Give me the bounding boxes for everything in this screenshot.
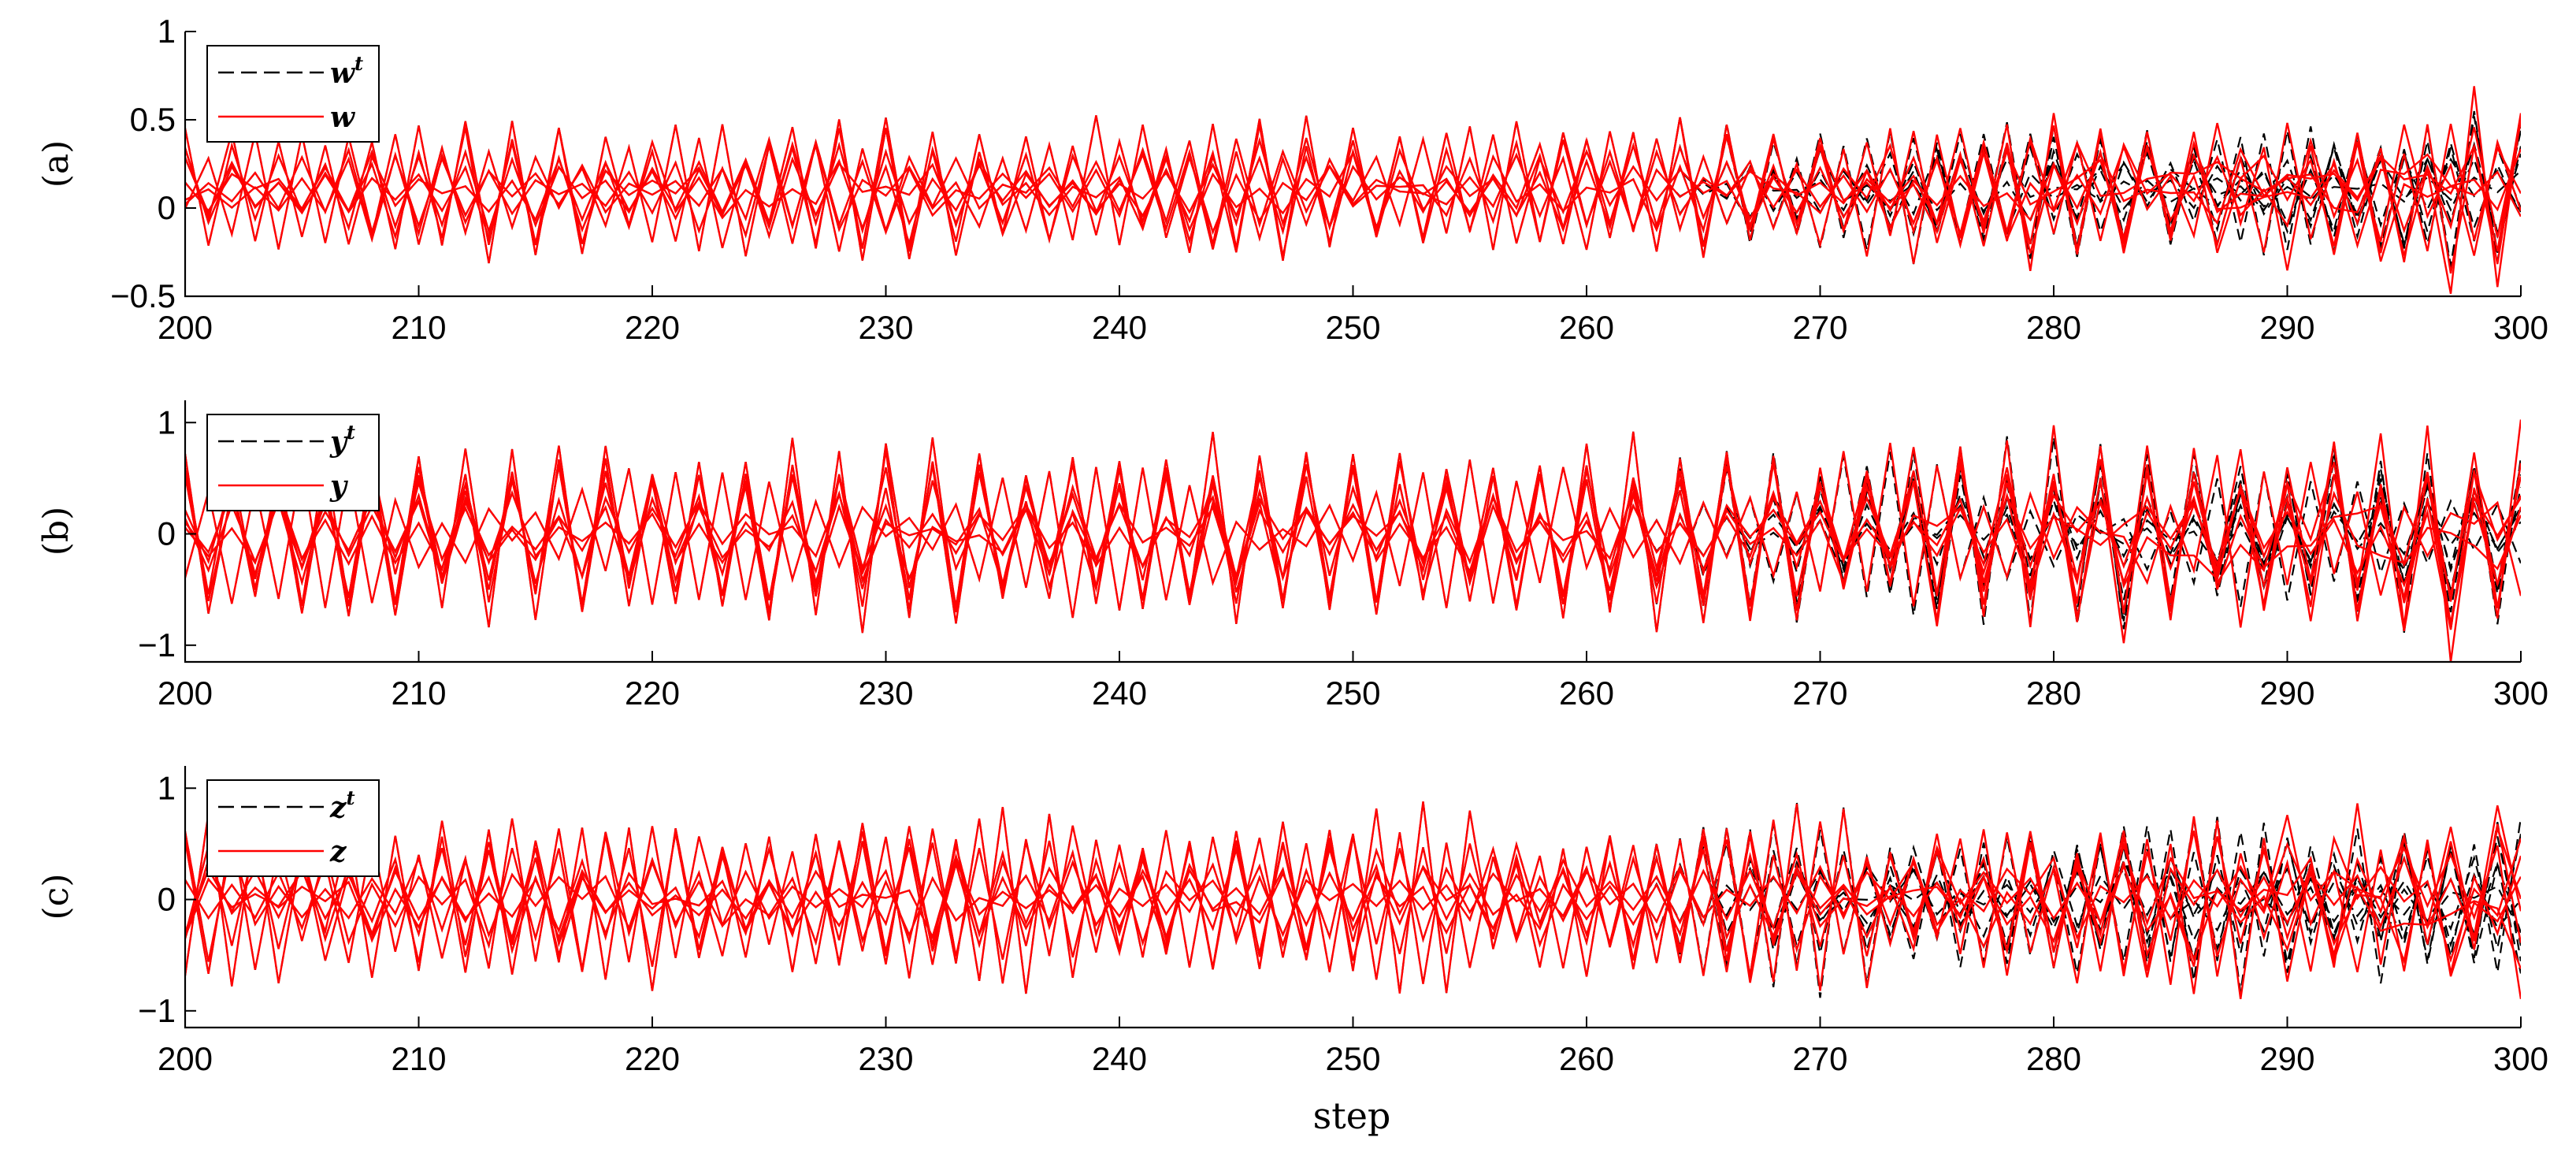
x-tick-label: 270	[1792, 309, 1847, 346]
legend: wtw	[206, 45, 380, 143]
x-tick-label: 210	[391, 309, 446, 346]
x-tick-label: 220	[625, 1040, 680, 1077]
x-tick-label: 200	[158, 309, 213, 346]
x-tick-label: 250	[1325, 309, 1380, 346]
x-tick-label: 200	[158, 1040, 213, 1077]
x-tick-label: 220	[625, 309, 680, 346]
y-tick-label: 1	[158, 13, 176, 50]
x-tick-label: 290	[2259, 1040, 2314, 1077]
axes	[184, 400, 2521, 663]
x-tick-label: 210	[391, 675, 446, 712]
x-tick-label: 290	[2259, 309, 2314, 346]
series-z-line-5	[185, 821, 2521, 978]
x-tick-label: 270	[1792, 675, 1847, 712]
x-tick-label: 280	[2026, 1040, 2081, 1077]
x-tick-label: 260	[1559, 309, 1614, 346]
series-y-line-7	[185, 442, 2521, 626]
x-tick-label: 220	[625, 675, 680, 712]
x-tick-label: 230	[858, 309, 913, 346]
series-z-line-3	[185, 801, 2521, 999]
x-tick-label: 250	[1325, 1040, 1380, 1077]
legend-label: z	[329, 835, 347, 868]
x-tick-label: 260	[1559, 675, 1614, 712]
y-tick-label: 1	[158, 403, 176, 440]
series-z-line-1	[185, 832, 2521, 969]
x-tick-label: 200	[158, 675, 213, 712]
y-tick-label: 0	[158, 881, 176, 918]
panel-label: (a)	[36, 140, 76, 188]
y-tick-label: 1	[158, 769, 176, 806]
y-tick-label: 0	[158, 189, 176, 226]
x-tick-label: 280	[2026, 309, 2081, 346]
x-tick-label: 260	[1559, 1040, 1614, 1077]
x-tick-label: 280	[2026, 675, 2081, 712]
legend-label: y	[329, 470, 348, 503]
series-zt-line-1	[185, 832, 2521, 967]
y-tick-label: −1	[138, 992, 176, 1029]
panel-label: (c)	[36, 874, 76, 920]
series-z-line-7	[185, 803, 2521, 978]
panel-label: (b)	[36, 507, 76, 556]
series-y-line-5	[185, 419, 2521, 630]
x-tick-label: 240	[1092, 675, 1147, 712]
x-axis-label: step	[1313, 1095, 1391, 1137]
series-y-line-6	[185, 441, 2521, 632]
x-tick-label: 300	[2493, 675, 2548, 712]
legend: yty	[206, 414, 380, 511]
x-tick-label: 250	[1325, 675, 1380, 712]
x-tick-label: 240	[1092, 1040, 1147, 1077]
panel-a: 200 210 220 230 240 250 260 270 280 290 300 −0.5 0 0.…	[36, 13, 2548, 346]
y-tick-label: −1	[138, 626, 176, 663]
x-tick-label: 240	[1092, 309, 1147, 346]
series-z-line-6	[185, 818, 2521, 984]
panel-b: 200 210 220 230 240 250 260 270 280 290 300 −1 0 1 (b)…	[36, 400, 2548, 712]
legend-label: w	[330, 101, 356, 134]
y-tick-label: 0.5	[130, 101, 176, 138]
series-w-line-5	[185, 113, 2521, 274]
legend-label: zt	[329, 786, 355, 824]
x-tick-label: 300	[2493, 309, 2548, 346]
y-tick-label: 0	[158, 515, 176, 552]
legend: zt z	[206, 779, 380, 877]
series-w-line-0	[185, 86, 2521, 295]
x-tick-label: 270	[1792, 1040, 1847, 1077]
panel-c: 200 210 220 230 240 250 260 270 280 290 300 −1 0 1 (c)…	[36, 766, 2548, 1077]
series-y-line-0	[185, 425, 2521, 662]
x-tick-label: 210	[391, 1040, 446, 1077]
series-w-line-6	[185, 123, 2521, 254]
x-tick-label: 230	[858, 675, 913, 712]
x-tick-label: 300	[2493, 1040, 2548, 1077]
x-tick-label: 290	[2259, 675, 2314, 712]
y-tick-label: −0.5	[110, 277, 176, 314]
x-tick-label: 230	[858, 1040, 913, 1077]
series-w-line-3	[185, 113, 2521, 255]
series-w-line-7	[185, 124, 2521, 256]
series-zt-line-4	[185, 818, 2521, 984]
